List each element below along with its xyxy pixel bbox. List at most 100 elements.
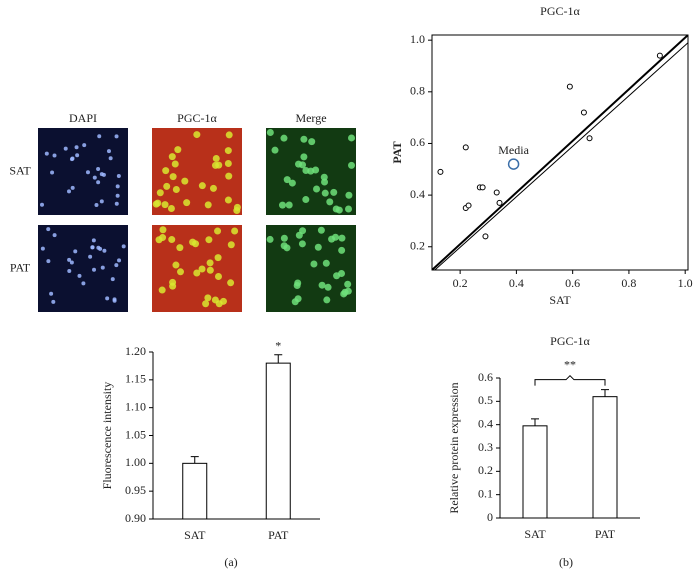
cell (49, 291, 54, 296)
cell (51, 299, 56, 304)
cell (69, 157, 74, 162)
cell (214, 272, 222, 280)
error-bar (190, 456, 199, 464)
cell (204, 201, 212, 209)
y-tick-label: 0.1 (478, 486, 493, 500)
cell (330, 188, 338, 196)
cell (92, 175, 97, 180)
y-tick-label: 0.4 (478, 416, 493, 430)
row-label: SAT (9, 163, 31, 177)
error-bar (274, 354, 283, 364)
cell (338, 246, 346, 254)
cell (117, 258, 122, 263)
chart-title: PGC-1α (550, 334, 590, 348)
cell (225, 131, 233, 139)
cell (280, 242, 288, 250)
cell (162, 167, 170, 175)
panel-label: (b) (559, 555, 573, 569)
cell (172, 261, 180, 269)
cell (169, 278, 177, 286)
cell (345, 191, 353, 199)
cell (108, 156, 113, 161)
cell (333, 272, 341, 280)
cell (266, 128, 274, 136)
cell (321, 189, 329, 197)
cell (347, 134, 355, 142)
cell (44, 151, 49, 156)
cell (169, 173, 177, 181)
point (465, 202, 472, 209)
point (437, 168, 444, 175)
cell (300, 153, 308, 161)
cell (70, 185, 75, 190)
cell (280, 234, 288, 242)
point (482, 233, 489, 240)
cell (219, 297, 227, 305)
point (462, 144, 469, 151)
cell (171, 160, 179, 168)
cell (82, 143, 87, 148)
cell (321, 178, 329, 186)
cell (177, 268, 185, 276)
cell (212, 154, 220, 162)
cell (96, 245, 101, 250)
cell (324, 283, 332, 291)
plot-frame (431, 34, 689, 271)
cell (193, 269, 201, 277)
y-tick-label: 1.05 (125, 427, 146, 441)
cell (323, 296, 331, 304)
cell (90, 245, 95, 250)
cell (115, 193, 120, 198)
cell (115, 184, 120, 189)
cell (204, 294, 212, 302)
cell (81, 281, 86, 286)
cell (99, 199, 104, 204)
cell (161, 201, 169, 209)
cell (293, 281, 301, 289)
y-tick-label: 0.90 (125, 511, 146, 525)
cell (278, 201, 286, 209)
cell (344, 280, 352, 288)
bracket (534, 374, 606, 386)
error-bar (531, 418, 539, 426)
cell (181, 177, 189, 185)
cell (168, 236, 176, 244)
cell (75, 153, 80, 158)
y-tick-label: 0.2 (478, 463, 493, 477)
cell (106, 149, 111, 154)
cell (121, 244, 126, 249)
cell (224, 159, 232, 167)
error-bar (601, 389, 609, 397)
cell (338, 234, 346, 242)
cell (40, 202, 45, 207)
annotation: ** (564, 357, 576, 371)
cell (110, 277, 115, 282)
cell (67, 189, 72, 194)
x-axis-label: SAT (549, 293, 571, 307)
x-tick-label: SAT (184, 528, 206, 542)
cell (105, 296, 110, 301)
y-tick-label: 0.5 (478, 393, 493, 407)
y-tick-label: 0.95 (125, 483, 146, 497)
point (656, 52, 663, 59)
cell (69, 260, 74, 265)
x-tick-label: PAT (268, 528, 289, 542)
cell (340, 290, 348, 298)
point (586, 135, 593, 142)
cell (214, 254, 222, 262)
cell (198, 182, 206, 190)
cell (231, 227, 239, 235)
cell (40, 246, 45, 251)
media-point (507, 158, 520, 170)
y-axis-label: Relative protein expression (447, 382, 461, 513)
cell (67, 257, 72, 262)
cell (176, 244, 184, 252)
cell (74, 145, 79, 150)
cell (154, 199, 162, 207)
cell (158, 286, 166, 294)
cell (96, 180, 101, 185)
x-tick-label: 0.6 (565, 276, 580, 290)
cell (97, 134, 102, 139)
cell (46, 227, 51, 232)
